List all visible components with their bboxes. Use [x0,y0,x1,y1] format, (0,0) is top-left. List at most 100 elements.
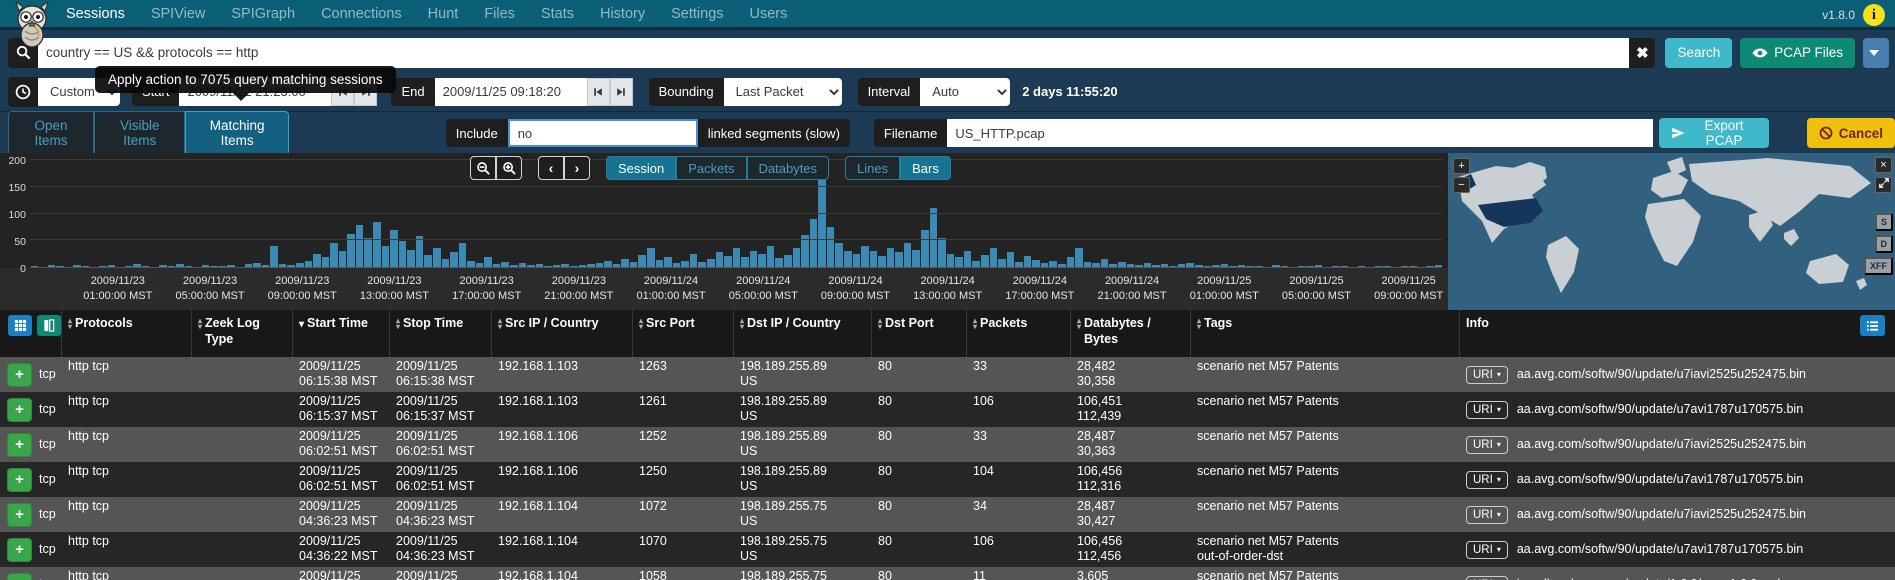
toggle-packets[interactable]: Packets [676,156,747,180]
expand-session-button[interactable]: + [7,572,32,580]
cancel-button[interactable]: Cancel [1806,118,1895,148]
info-uri-text[interactable]: aa.avg.com/softw/90/update/u7iavi2525u25… [1516,507,1806,521]
expand-session-button[interactable]: + [7,362,32,387]
toggle-columns-icon[interactable] [37,315,61,336]
uri-dropdown-button[interactable]: URI▾ [1466,575,1508,580]
x-axis-strip [0,268,1448,310]
column-header-packets[interactable]: ▴ ▾ Packets [967,310,1071,357]
column-header-start-time[interactable]: ▾ Start Time [293,310,390,357]
actions-dropdown-caret-icon[interactable] [1863,37,1889,68]
protocols-cell: http tcp [68,499,109,513]
pan-right-icon[interactable]: › [564,156,590,180]
chart-bar [980,255,989,267]
step-back-icon[interactable] [586,77,610,106]
chart-bar [1126,263,1135,267]
nav-item-history[interactable]: History [599,5,646,22]
column-header-src-port[interactable]: ▴ ▾ Src Port [633,310,734,357]
map-expand-icon[interactable] [1875,177,1892,193]
end-time-input[interactable] [434,77,587,106]
table-row: + tcp http tcp 2009/11/25 06:15:38 MST 2009/1… [0,357,1895,392]
chart-bar [407,249,415,267]
info-uri-text[interactable]: aa.avg.com/softw/90/update/u7avi1787u170… [1516,542,1804,556]
map-dst-toggle[interactable]: D [1874,235,1893,253]
step-forward-icon[interactable] [609,77,633,106]
clear-search-icon[interactable]: ✖ [1629,37,1656,68]
column-header-databytes-bytes[interactable]: ▴ ▾ Databytes / Bytes [1071,310,1191,357]
info-uri-text[interactable]: aa.avg.com/softw/90/update/u7iavi2525u25… [1516,437,1806,451]
map-close-icon[interactable]: × [1875,157,1892,173]
clock-icon[interactable] [8,76,38,107]
toggle-databytes[interactable]: Databytes [746,156,830,180]
filename-input[interactable] [947,119,1654,147]
src-ip-cell: 192.168.1.104 [498,534,578,548]
search-button[interactable]: Search [1665,37,1733,68]
nav-item-stats[interactable]: Stats [540,5,574,22]
export-pcap-button[interactable]: Export PCAP [1659,118,1769,148]
expand-session-button[interactable]: + [7,537,32,562]
nav-item-settings[interactable]: Settings [671,5,724,22]
chart-bar [638,255,646,267]
nav-item-hunt[interactable]: Hunt [427,5,459,22]
tab-visible-items[interactable]: Visible Items [94,111,186,155]
nav-item-spigraph[interactable]: SPIGraph [231,5,296,22]
timeline-plot[interactable] [30,159,1443,268]
pcap-files-button[interactable]: PCAP Files [1740,37,1855,68]
info-uri-text[interactable]: javadl-esd.sun.com/update/1.6.0/map-1.6.… [1517,577,1780,580]
search-input[interactable] [38,37,1630,68]
nav-item-connections[interactable]: Connections [321,5,402,22]
toggle-bars[interactable]: Bars [900,156,951,180]
map-xff-toggle[interactable]: XFF [1864,257,1893,275]
chart-bar [1135,264,1143,267]
chart-bar [946,253,955,267]
info-icon[interactable]: i [1863,4,1885,26]
column-header-src-ip-country[interactable]: ▴ ▾ Src IP / Country [492,310,633,357]
expand-session-button[interactable]: + [7,397,32,422]
world-map[interactable]: + − × S D XFF [1448,153,1895,310]
toggle-lines[interactable]: Lines [845,156,901,180]
toggle-session[interactable]: Session [606,156,677,180]
info-uri-text[interactable]: aa.avg.com/softw/90/update/u7avi1787u170… [1516,472,1804,486]
map-zoom-in-icon[interactable]: + [1453,158,1470,174]
info-uri-text[interactable]: aa.avg.com/softw/90/update/u7avi1787u170… [1516,402,1804,416]
pan-left-icon[interactable]: ‹ [538,156,564,180]
column-header-protocols[interactable]: ▴ ▾ Protocols [62,310,192,357]
zoom-in-icon[interactable] [496,156,522,180]
column-header-zeek-log-type[interactable]: ▴ ▾ Zeek Log Type [192,310,293,357]
uri-dropdown-button[interactable]: URI▾ [1466,470,1508,489]
chart-bar [124,265,133,267]
nav-item-spiview[interactable]: SPIView [150,5,206,22]
chart-bar [1374,265,1383,267]
info-uri-text[interactable]: aa.avg.com/softw/90/update/u7iavi2525u25… [1516,367,1806,381]
arkime-owl-logo[interactable] [13,0,51,54]
uri-dropdown-button[interactable]: URI▾ [1466,435,1508,454]
column-header-dst-port[interactable]: ▴ ▾ Dst Port [872,310,967,357]
uri-dropdown-button[interactable]: URI▾ [1466,365,1508,384]
map-zoom-out-icon[interactable]: − [1453,177,1470,193]
y-axis-tick: 0 [20,263,26,275]
chart-bar [381,245,390,267]
expand-session-button[interactable]: + [7,502,32,527]
uri-dropdown-button[interactable]: URI▾ [1466,505,1508,524]
nav-item-sessions[interactable]: Sessions [66,5,125,22]
tab-open-items[interactable]: Open Items [8,111,95,155]
zoom-out-icon[interactable] [470,156,496,180]
bounding-select[interactable]: Last Packet [723,77,842,106]
expand-session-button[interactable]: + [7,467,32,492]
sort-desc-icon: ▾ [299,319,305,330]
include-segments-input[interactable] [507,119,698,147]
expand-session-button[interactable]: + [7,432,32,457]
fit-columns-icon[interactable] [8,315,32,336]
nav-item-users[interactable]: Users [749,5,788,22]
uri-dropdown-button[interactable]: URI▾ [1466,400,1508,419]
sort-icon: ▴ ▾ [878,316,883,331]
uri-dropdown-button[interactable]: URI▾ [1466,540,1508,559]
protocols-cell: http tcp [68,394,109,408]
interval-select[interactable]: Auto [920,77,1011,106]
column-header-tags[interactable]: ▴ ▾ Tags [1191,310,1460,357]
column-header-stop-time[interactable]: ▴ ▾ Stop Time [390,310,492,357]
tab-matching-items[interactable]: Matching Items [185,111,289,155]
map-src-toggle[interactable]: S [1874,213,1893,231]
column-header-dst-ip-country[interactable]: ▴ ▾ Dst IP / Country [734,310,872,357]
info-fields-menu-icon[interactable] [1860,315,1885,336]
nav-item-files[interactable]: Files [484,5,515,22]
